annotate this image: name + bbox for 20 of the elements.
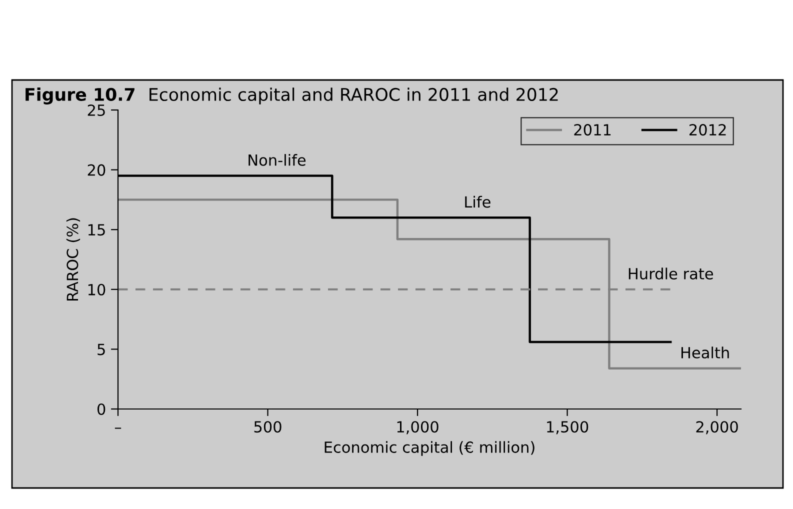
annotation: Non-life <box>248 154 306 166</box>
chart-title: Figure 10.7 Economic capital and RAROC in 2011 and 2012 <box>26 88 558 104</box>
y-tick-label: 15 <box>88 224 105 236</box>
y-tick-label: 5 <box>98 344 105 356</box>
legend-label: 2012 <box>689 124 726 136</box>
y-tick-label: 10 <box>88 284 106 296</box>
y-tick-label: 25 <box>88 104 105 116</box>
x-tick-label: 2,000 <box>696 421 738 434</box>
legend-label: 2011 <box>574 124 611 136</box>
x-axis-title: Economic capital (€ million) <box>324 441 534 456</box>
x-tick-label: 1,500 <box>547 421 588 434</box>
y-axis-title: RAROC (%) <box>66 218 80 301</box>
annotation: Hurdle rate <box>628 268 714 280</box>
y-tick-label: 0 <box>97 403 106 416</box>
x-tick-label: 1,000 <box>397 421 438 434</box>
y-tick-label: 20 <box>88 164 106 176</box>
annotation: Health <box>681 346 729 358</box>
x-tick-label: 500 <box>254 421 282 433</box>
annotation: Life <box>465 196 490 208</box>
x-tick-label: – <box>114 428 122 429</box>
